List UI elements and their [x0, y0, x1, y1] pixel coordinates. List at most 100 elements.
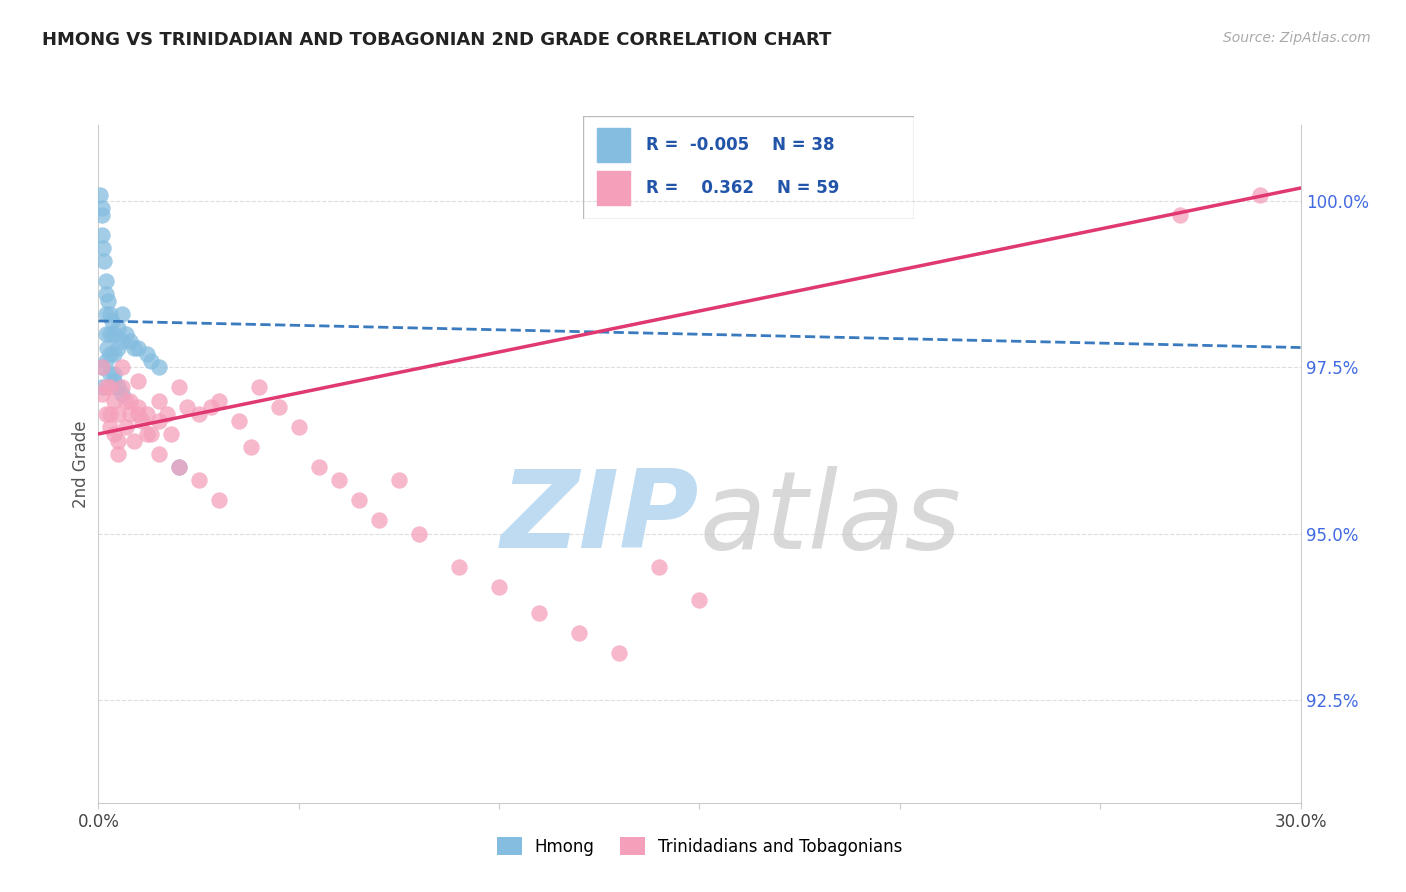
Point — [100, 347, 122, 361]
Point — [90, 201, 112, 215]
Point — [288, 420, 311, 434]
Point — [115, 393, 138, 408]
Point — [107, 380, 129, 394]
Text: HMONG VS TRINIDADIAN AND TOBAGONIAN 2ND GRADE CORRELATION CHART: HMONG VS TRINIDADIAN AND TOBAGONIAN 2ND … — [42, 31, 831, 49]
Point — [139, 426, 162, 441]
Point — [689, 593, 711, 607]
Point — [328, 474, 350, 488]
Point — [91, 360, 114, 375]
Point — [200, 401, 222, 415]
Point — [135, 347, 157, 361]
Point — [155, 407, 177, 421]
Point — [89, 187, 111, 202]
Point — [124, 341, 146, 355]
Point — [100, 367, 122, 381]
Point — [568, 626, 591, 640]
Point — [159, 426, 181, 441]
Point — [96, 327, 118, 342]
Y-axis label: 2nd Grade: 2nd Grade — [72, 420, 90, 508]
Point — [247, 380, 270, 394]
Point — [111, 387, 134, 401]
Point — [408, 526, 430, 541]
Point — [135, 426, 157, 441]
Point — [488, 580, 510, 594]
Point — [91, 208, 114, 222]
Point — [96, 380, 118, 394]
Point — [208, 393, 231, 408]
Point — [101, 314, 124, 328]
Point — [103, 426, 125, 441]
Point — [107, 320, 129, 334]
Point — [120, 407, 142, 421]
Point — [111, 307, 134, 321]
Point — [148, 447, 170, 461]
Point — [187, 474, 209, 488]
Point — [1170, 208, 1192, 222]
Point — [107, 447, 129, 461]
Point — [120, 393, 142, 408]
Point — [91, 360, 114, 375]
Point — [97, 293, 120, 308]
Point — [107, 341, 129, 355]
Point — [347, 493, 370, 508]
Point — [111, 334, 134, 348]
Point — [91, 241, 114, 255]
Point — [107, 407, 129, 421]
Point — [124, 434, 146, 448]
Point — [91, 380, 114, 394]
Bar — [596, 171, 630, 205]
Text: R =  -0.005    N = 38: R = -0.005 N = 38 — [647, 136, 835, 154]
Point — [103, 367, 125, 381]
Point — [228, 414, 250, 428]
Point — [111, 380, 134, 394]
Point — [120, 334, 142, 348]
Point — [388, 474, 411, 488]
Text: atlas: atlas — [700, 466, 962, 571]
Point — [167, 460, 190, 475]
Point — [100, 307, 122, 321]
Point — [167, 380, 190, 394]
Point — [267, 401, 290, 415]
Point — [308, 460, 330, 475]
Point — [100, 380, 122, 394]
Point — [103, 374, 125, 388]
Text: ZIP: ZIP — [501, 465, 700, 571]
Point — [131, 414, 153, 428]
Point — [648, 559, 671, 574]
Point — [91, 387, 114, 401]
Point — [96, 287, 118, 301]
Point — [167, 460, 190, 475]
Point — [111, 360, 134, 375]
Point — [128, 401, 150, 415]
Point — [187, 407, 209, 421]
Point — [96, 307, 118, 321]
Point — [128, 374, 150, 388]
Point — [148, 414, 170, 428]
Point — [208, 493, 231, 508]
Point — [96, 354, 118, 368]
Point — [148, 393, 170, 408]
Point — [368, 513, 391, 527]
Point — [94, 274, 117, 288]
Point — [115, 327, 138, 342]
Point — [100, 327, 122, 342]
Point — [93, 254, 115, 268]
Point — [100, 420, 122, 434]
Bar — [596, 128, 630, 162]
Point — [107, 434, 129, 448]
Point — [100, 407, 122, 421]
Point — [103, 393, 125, 408]
Point — [139, 354, 162, 368]
Legend: Hmong, Trinidadians and Tobagonians: Hmong, Trinidadians and Tobagonians — [489, 830, 910, 863]
Point — [239, 440, 262, 454]
Point — [148, 360, 170, 375]
Text: R =    0.362    N = 59: R = 0.362 N = 59 — [647, 179, 839, 197]
Point — [1250, 187, 1272, 202]
Point — [103, 327, 125, 342]
Point — [176, 401, 198, 415]
Point — [96, 407, 118, 421]
Point — [135, 407, 157, 421]
Point — [96, 341, 118, 355]
Point — [609, 646, 631, 660]
Point — [128, 407, 150, 421]
